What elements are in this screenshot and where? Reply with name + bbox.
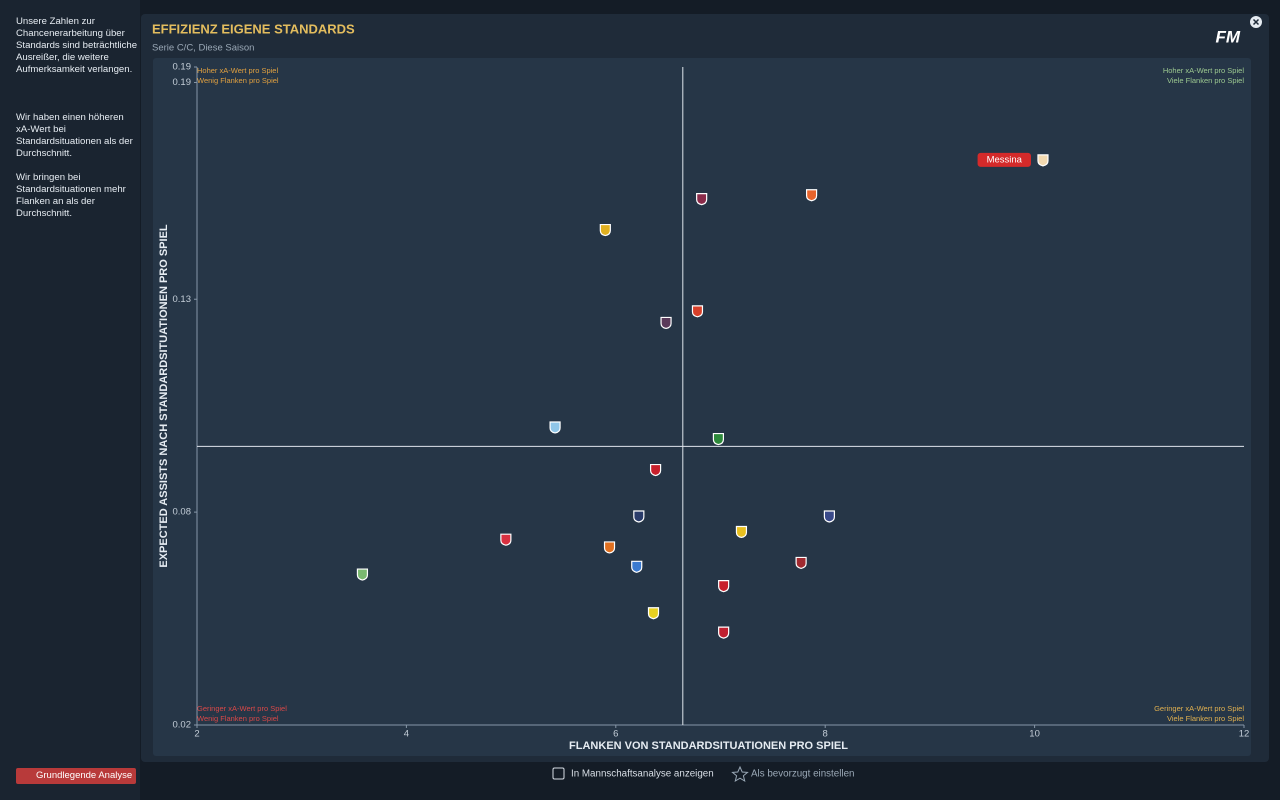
quadrant-label: Viele Flanken pro Spiel (1167, 76, 1244, 85)
y-tick-label: 0.19 (173, 62, 192, 73)
checkbox-label[interactable]: In Mannschaftsanalyse anzeigen (571, 769, 714, 780)
team-badge (696, 193, 708, 206)
favorite-icon[interactable] (731, 765, 749, 783)
x-tick-label: 6 (613, 729, 618, 740)
y-axis-label: EXPECTED ASSISTS NACH STANDARDSITUATIONE… (158, 224, 170, 568)
team-badge (691, 305, 704, 318)
quadrant-label: Geringer xA-Wert pro Spiel (1154, 704, 1244, 713)
team-badge (356, 568, 369, 581)
team-badge (500, 533, 512, 546)
x-tick-label: 10 (1029, 729, 1040, 740)
team-badge (631, 560, 643, 573)
favorite-label[interactable]: Als bevorzugt einstellen (751, 769, 854, 780)
analysis-button[interactable]: Grundlegende Analyse (16, 768, 136, 784)
logo: FM (1215, 27, 1240, 46)
sidebar-text: Wir haben einen höheren xA-Wert bei Stan… (16, 112, 133, 159)
y-tick-label: 0.08 (173, 507, 192, 518)
plot-background (153, 58, 1251, 756)
team-badge (735, 525, 748, 539)
quadrant-label: Hoher xA-Wert pro Spiel (1163, 66, 1244, 75)
title: EFFIZIENZ EIGENE STANDARDS (152, 21, 355, 36)
team-badge (647, 607, 660, 620)
quadrant-label: Geringer xA-Wert pro Spiel (197, 704, 287, 713)
y-tick-label: 0.13 (173, 294, 192, 305)
quadrant-label: Wenig Flanken pro Spiel (197, 76, 279, 85)
x-axis-label: FLANKEN VON STANDARDSITUATIONEN PRO SPIE… (569, 740, 848, 752)
subtitle: Serie C/C, Diese Saison (152, 43, 254, 54)
highlight-label-bg (977, 152, 1031, 167)
quadrant-label: Wenig Flanken pro Spiel (197, 714, 279, 723)
team-badge (712, 432, 725, 446)
x-tick-label: 8 (823, 729, 828, 740)
team-badge (805, 189, 818, 202)
panel (141, 14, 1269, 762)
sidebar: Unsere Zahlen zur Chancenerarbeitung übe… (0, 0, 140, 800)
team-badge (718, 626, 730, 639)
y-tick-label: 0.19 (173, 77, 192, 88)
team-badge (795, 556, 807, 570)
team-badge (603, 541, 616, 554)
x-tick-label: 2 (194, 729, 199, 740)
highlight-label: Messina (987, 154, 1023, 165)
sidebar-text: Wir bringen bei Standardsituationen mehr… (16, 172, 126, 219)
sidebar-text: Unsere Zahlen zur Chancenerarbeitung übe… (16, 16, 138, 75)
quadrant-label: Viele Flanken pro Spiel (1167, 714, 1244, 723)
team-badge (823, 510, 835, 523)
team-badge (1037, 154, 1049, 167)
quadrant-label: Hoher xA-Wert pro Spiel (197, 66, 278, 75)
y-tick-label: 0.02 (173, 720, 192, 731)
x-tick-label: 12 (1239, 729, 1250, 740)
team-badge (633, 510, 645, 523)
team-badge (549, 421, 561, 434)
team-badge (718, 580, 730, 593)
team-badge (649, 463, 662, 477)
team-badge (660, 316, 672, 330)
close-button[interactable] (1250, 16, 1262, 28)
team-badge (599, 223, 611, 237)
x-tick-label: 4 (404, 729, 409, 740)
checkbox[interactable] (552, 767, 565, 780)
